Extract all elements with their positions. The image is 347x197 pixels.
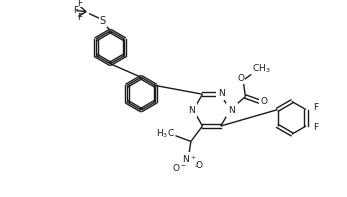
Text: S: S	[100, 16, 105, 26]
Text: N: N	[229, 106, 235, 115]
Text: O: O	[237, 74, 244, 83]
Text: CH$_3$: CH$_3$	[252, 62, 270, 75]
Text: F: F	[77, 13, 82, 22]
Text: N$^+$: N$^+$	[181, 153, 196, 165]
Text: O: O	[260, 97, 267, 106]
Text: F: F	[313, 103, 318, 112]
Text: O$^-$: O$^-$	[172, 162, 187, 173]
Text: N: N	[188, 106, 195, 115]
Text: F: F	[73, 6, 78, 15]
Text: F: F	[313, 124, 318, 132]
Text: N: N	[218, 89, 225, 98]
Text: H$_3$C: H$_3$C	[156, 127, 175, 140]
Text: O: O	[195, 161, 202, 170]
Text: F: F	[77, 0, 82, 8]
